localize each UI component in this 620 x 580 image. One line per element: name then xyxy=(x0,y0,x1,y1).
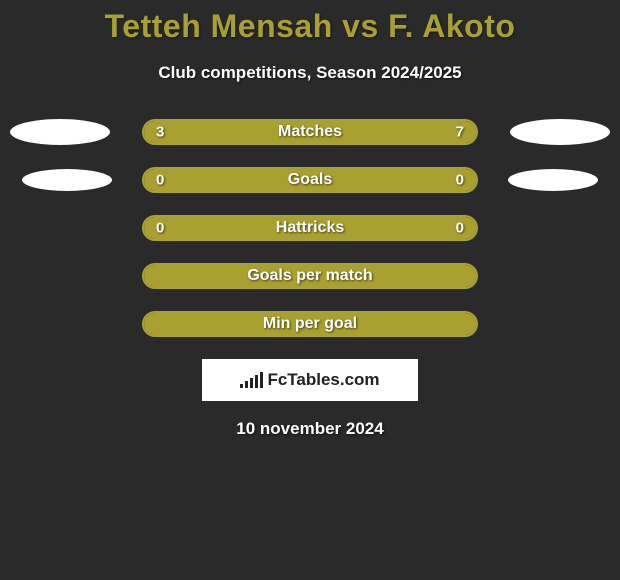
player-avatar-left xyxy=(10,119,110,145)
stat-value-left: 0 xyxy=(156,172,164,189)
comparison-widget: Tetteh Mensah vs F. Akoto Club competiti… xyxy=(0,0,620,439)
stat-value-right: 7 xyxy=(456,124,464,141)
stat-bar: Hattricks 0 0 xyxy=(142,215,478,241)
stat-value-left: 0 xyxy=(156,220,164,237)
stat-row: Min per goal xyxy=(0,311,620,337)
logo-box[interactable]: FcTables.com xyxy=(202,359,418,401)
player-avatar-left xyxy=(22,169,112,191)
page-subtitle: Club competitions, Season 2024/2025 xyxy=(0,63,620,83)
stat-label: Goals per match xyxy=(247,267,372,285)
stat-bar: Min per goal xyxy=(142,311,478,337)
stat-bar: Goals per match xyxy=(142,263,478,289)
stat-row: Matches 3 7 xyxy=(0,119,620,145)
stat-bar: Matches 3 7 xyxy=(142,119,478,145)
stat-value-right: 0 xyxy=(456,220,464,237)
stat-label: Goals xyxy=(288,171,332,189)
stat-row: Goals per match xyxy=(0,263,620,289)
stat-label: Min per goal xyxy=(263,315,357,333)
stat-value-right: 0 xyxy=(456,172,464,189)
date-text: 10 november 2024 xyxy=(0,419,620,439)
player-avatar-right xyxy=(510,119,610,145)
logo-content: FcTables.com xyxy=(240,370,379,390)
page-title: Tetteh Mensah vs F. Akoto xyxy=(0,8,620,45)
stat-bar: Goals 0 0 xyxy=(142,167,478,193)
stats-container: Matches 3 7 Goals 0 0 Hattricks 0 0 Goals per mat… xyxy=(0,119,620,337)
logo-bars-icon xyxy=(240,372,263,388)
stat-row: Hattricks 0 0 xyxy=(0,215,620,241)
stat-row: Goals 0 0 xyxy=(0,167,620,193)
stat-value-left: 3 xyxy=(156,124,164,141)
stat-label: Matches xyxy=(278,123,342,141)
player-avatar-right xyxy=(508,169,598,191)
logo-text: FcTables.com xyxy=(267,370,379,390)
stat-label: Hattricks xyxy=(276,219,344,237)
